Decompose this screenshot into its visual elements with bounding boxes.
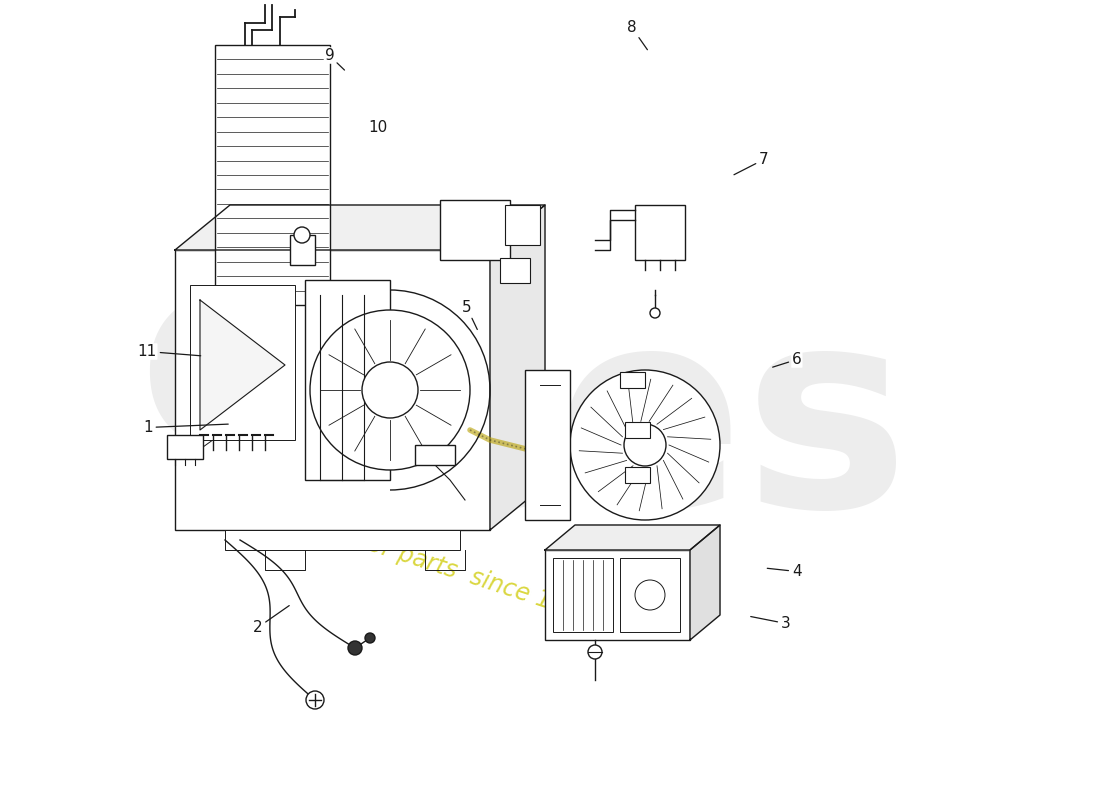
- Circle shape: [294, 227, 310, 243]
- Bar: [167, 435, 204, 459]
- Text: eu: eu: [138, 235, 522, 505]
- Bar: [500, 258, 530, 283]
- Text: 11: 11: [138, 344, 200, 359]
- Text: 10: 10: [368, 120, 387, 135]
- Text: ces: ces: [390, 295, 909, 565]
- Circle shape: [650, 308, 660, 318]
- Circle shape: [365, 633, 375, 643]
- Circle shape: [362, 362, 418, 418]
- Text: 8: 8: [627, 20, 648, 50]
- Polygon shape: [200, 300, 285, 430]
- Text: 6: 6: [772, 352, 802, 367]
- Bar: [175, 250, 490, 530]
- Circle shape: [624, 424, 666, 466]
- Bar: [625, 467, 650, 483]
- Text: 4: 4: [768, 564, 802, 579]
- Text: 9: 9: [324, 48, 344, 70]
- Bar: [505, 205, 540, 245]
- Bar: [440, 200, 510, 260]
- Bar: [415, 445, 455, 465]
- Polygon shape: [690, 525, 721, 640]
- Bar: [525, 370, 570, 520]
- Bar: [620, 558, 680, 632]
- Bar: [553, 558, 613, 632]
- Circle shape: [306, 691, 324, 709]
- Bar: [290, 235, 315, 265]
- Text: 5: 5: [462, 300, 477, 330]
- Text: a passion for parts  since 1985: a passion for parts since 1985: [243, 492, 597, 628]
- Bar: [305, 280, 390, 480]
- Text: 1: 1: [143, 420, 228, 435]
- Bar: [635, 205, 685, 260]
- Bar: [190, 285, 295, 440]
- Text: 2: 2: [253, 606, 289, 635]
- Bar: [214, 45, 330, 305]
- Circle shape: [310, 310, 470, 470]
- Bar: [544, 550, 690, 640]
- Text: 3: 3: [750, 616, 791, 631]
- Bar: [625, 422, 650, 438]
- Polygon shape: [544, 525, 720, 550]
- Text: 7: 7: [734, 152, 769, 174]
- Circle shape: [570, 370, 721, 520]
- Circle shape: [348, 641, 362, 655]
- Polygon shape: [175, 205, 544, 250]
- Bar: [226, 530, 460, 550]
- Circle shape: [588, 645, 602, 659]
- Bar: [620, 372, 645, 388]
- Polygon shape: [490, 205, 544, 530]
